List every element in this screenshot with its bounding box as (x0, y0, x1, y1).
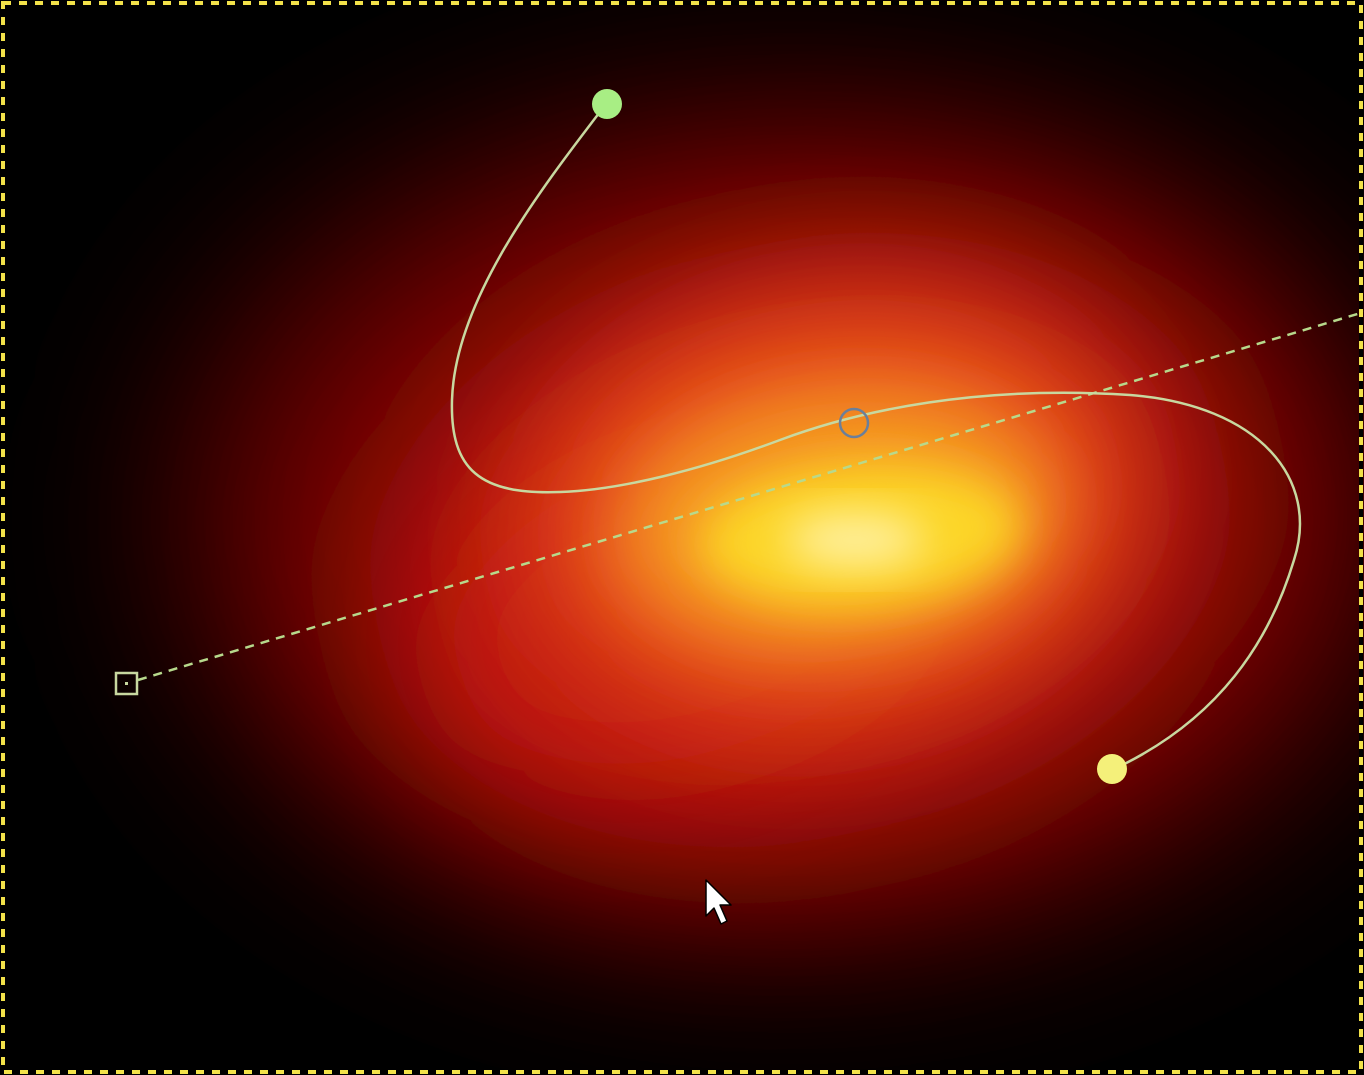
green-handle-icon[interactable] (592, 89, 622, 119)
arrow-pointer-icon (705, 879, 732, 925)
gradient-direction-line[interactable] (137, 310, 1364, 682)
square-anchor-icon[interactable] (114, 671, 139, 696)
center-ring-icon[interactable] (838, 407, 870, 439)
yellow-handle-icon[interactable] (1097, 754, 1127, 784)
glow-highlight (785, 514, 925, 566)
spiral-curve[interactable] (450, 103, 1302, 772)
anchor-dot (125, 682, 128, 685)
anchor-square[interactable] (114, 671, 139, 696)
